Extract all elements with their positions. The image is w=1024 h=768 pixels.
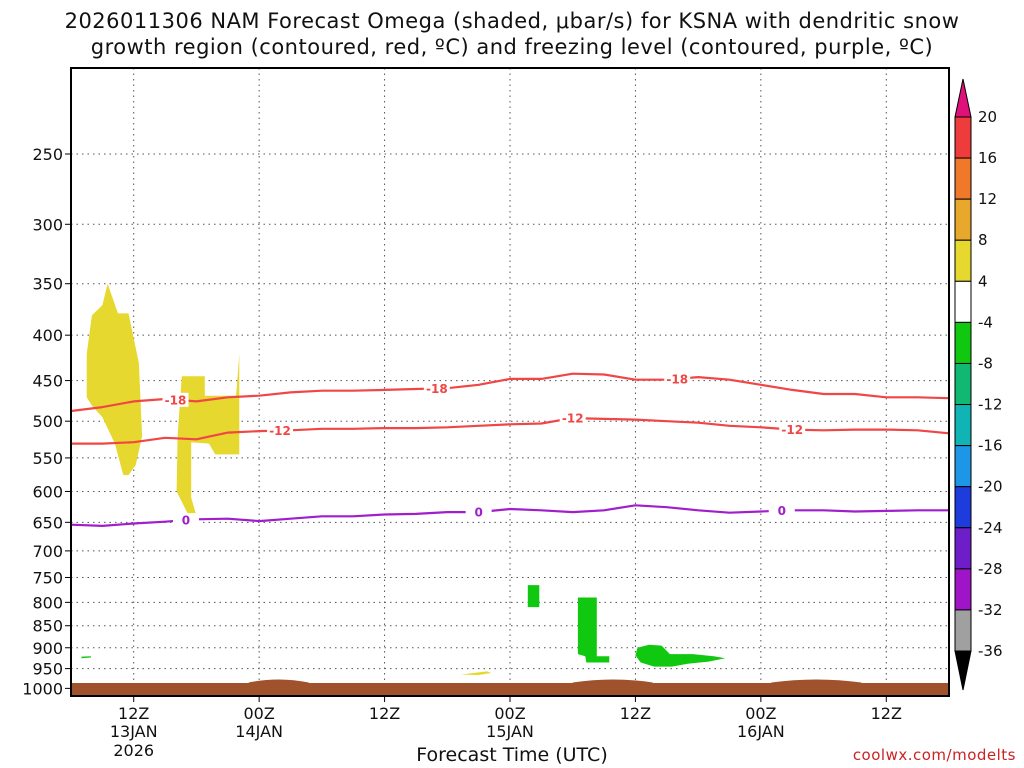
ground-layer bbox=[71, 679, 949, 696]
colorbar-box bbox=[954, 239, 972, 282]
colorbar-label: 12 bbox=[978, 190, 997, 208]
y-tick-label: 600 bbox=[32, 482, 63, 501]
contour-label--12C: -12 bbox=[269, 424, 291, 438]
y-tick-label: 800 bbox=[32, 593, 63, 612]
contour-label--18C: -18 bbox=[165, 393, 187, 407]
colorbar-label: -8 bbox=[978, 354, 993, 372]
y-tick-label: 400 bbox=[32, 326, 63, 345]
x-axis-title: Forecast Time (UTC) bbox=[416, 744, 608, 766]
downward-sliver bbox=[81, 656, 91, 659]
colorbar-box bbox=[954, 527, 972, 570]
contour-labels: -18 -18 -18 -12 -12 -12 0 0 0 bbox=[162, 371, 806, 528]
contour-label-bg bbox=[423, 381, 450, 396]
colorbar-box bbox=[954, 157, 972, 200]
upward-blob-3 bbox=[460, 671, 492, 675]
contour-label--12C: -12 bbox=[781, 423, 803, 437]
contour-label-bg bbox=[664, 371, 691, 386]
omega-shading bbox=[81, 283, 726, 675]
contour-label-bg bbox=[779, 422, 806, 437]
colorbar-label: 20 bbox=[978, 108, 997, 126]
y-tick-label: 750 bbox=[32, 568, 63, 587]
contour-label-bg bbox=[465, 505, 492, 520]
x-tick-date: 14JAN bbox=[235, 722, 283, 741]
chart-title-line-1: 2026011306 NAM Forecast Omega (shaded, μ… bbox=[64, 9, 960, 33]
y-tick-label: 700 bbox=[32, 542, 63, 561]
y-tick-label: 950 bbox=[32, 660, 63, 679]
y-tick-label: 550 bbox=[32, 449, 63, 468]
colorbar-box bbox=[954, 321, 972, 364]
x-tick-label: 00Z bbox=[494, 704, 525, 723]
downward-blob-1 bbox=[527, 585, 540, 608]
colorbar-label: 16 bbox=[978, 149, 997, 167]
y-tick-label: 900 bbox=[32, 639, 63, 658]
downward-blob-2 bbox=[577, 597, 610, 663]
contour-label-bg bbox=[172, 513, 199, 528]
colorbar: 20 16 12 8 4 -4 -8 -12 -16 -20 -24 -28 -32 -36 bbox=[954, 78, 1003, 691]
x-tick-date: 15JAN bbox=[486, 722, 534, 741]
y-tick-label: 300 bbox=[32, 215, 63, 234]
colorbar-label: 8 bbox=[978, 231, 988, 249]
colorbar-box bbox=[954, 116, 972, 159]
colorbar-label: -12 bbox=[978, 396, 1003, 414]
downward-blob-3 bbox=[635, 644, 726, 667]
colorbar-box bbox=[954, 362, 972, 406]
x-tick-label: 00Z bbox=[243, 704, 274, 723]
y-tick-label: 1000 bbox=[22, 679, 63, 698]
contour--18C bbox=[71, 372, 949, 413]
credit-text: coolwx.com/modelts bbox=[852, 746, 1016, 764]
contour-label-bg bbox=[768, 503, 795, 518]
colorbar-label: -36 bbox=[978, 642, 1003, 660]
colorbar-box bbox=[954, 609, 972, 652]
colorbar-top-arrow bbox=[954, 78, 972, 118]
x-tick-date: 13JAN bbox=[110, 722, 158, 741]
colorbar-label: -32 bbox=[978, 601, 1003, 619]
chart-title: 2026011306 NAM Forecast Omega (shaded, μ… bbox=[0, 8, 1024, 60]
ground-strip bbox=[71, 683, 949, 696]
colorbar-box bbox=[954, 486, 972, 529]
y-tick-label: 650 bbox=[32, 513, 63, 532]
x-tick-label: 12Z bbox=[620, 704, 651, 723]
contour-label--12C: -12 bbox=[562, 412, 584, 426]
colorbar-bottom-arrow bbox=[954, 650, 972, 691]
y-tick-label: 850 bbox=[32, 617, 63, 636]
contour-label-bg bbox=[162, 392, 189, 407]
y-tick-label: 450 bbox=[32, 372, 63, 391]
colorbar-label: -20 bbox=[978, 478, 1003, 496]
colorbar-label: -28 bbox=[978, 560, 1003, 578]
x-tick-year: 2026 bbox=[113, 741, 154, 760]
x-tick-date: 16JAN bbox=[737, 722, 785, 741]
colorbar-label: -4 bbox=[978, 313, 993, 331]
y-tick-label: 250 bbox=[32, 145, 63, 164]
contour-label--18C: -18 bbox=[666, 372, 688, 386]
contour-0C bbox=[71, 504, 949, 527]
colorbar-box bbox=[954, 198, 972, 241]
upward-blob-1 bbox=[86, 283, 143, 476]
ground-bumps bbox=[248, 679, 862, 684]
x-tick-label: 12Z bbox=[871, 704, 902, 723]
contour-label-bg bbox=[559, 411, 586, 426]
y-tick-label: 350 bbox=[32, 275, 63, 294]
colorbar-box bbox=[954, 568, 972, 611]
contour-label-0C: 0 bbox=[778, 504, 786, 518]
contour-label--18C: -18 bbox=[426, 382, 448, 396]
contour-label-0C: 0 bbox=[182, 514, 190, 528]
x-tick-label: 12Z bbox=[369, 704, 400, 723]
colorbar-label: -24 bbox=[978, 519, 1003, 537]
contour-label-0C: 0 bbox=[474, 506, 482, 520]
colorbar-box bbox=[954, 404, 972, 447]
colorbar-label: 4 bbox=[978, 272, 988, 290]
x-tick-label: 12Z bbox=[118, 704, 149, 723]
contour-label-bg bbox=[267, 423, 294, 438]
colorbar-box bbox=[954, 280, 972, 323]
chart-title-line-2: growth region (contoured, red, ºC) and f… bbox=[90, 35, 934, 59]
y-tick-label: 500 bbox=[32, 412, 63, 431]
x-tick-label: 00Z bbox=[745, 704, 776, 723]
y-axis: 250 300 350 400 450 500 550 600 650 700 750 800 850 9… bbox=[22, 145, 71, 698]
colorbar-label: -16 bbox=[978, 437, 1003, 455]
colorbar-box bbox=[954, 445, 972, 488]
